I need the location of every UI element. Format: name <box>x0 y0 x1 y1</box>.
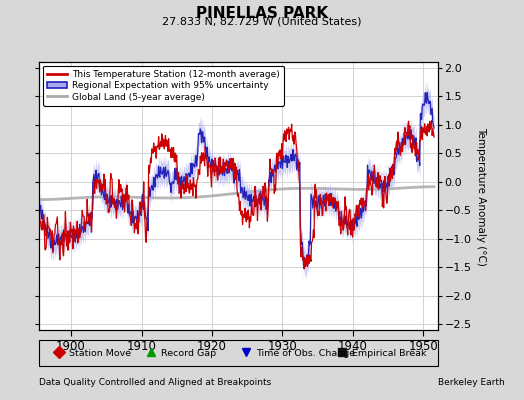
Text: Berkeley Earth: Berkeley Earth <box>438 378 504 387</box>
Legend: This Temperature Station (12-month average), Regional Expectation with 95% uncer: This Temperature Station (12-month avera… <box>43 66 284 106</box>
Text: 27.833 N, 82.729 W (United States): 27.833 N, 82.729 W (United States) <box>162 17 362 27</box>
Text: Station Move: Station Move <box>69 348 132 358</box>
Text: PINELLAS PARK: PINELLAS PARK <box>196 6 328 21</box>
Y-axis label: Temperature Anomaly (°C): Temperature Anomaly (°C) <box>476 126 486 266</box>
Text: Time of Obs. Change: Time of Obs. Change <box>256 348 355 358</box>
Text: Empirical Break: Empirical Break <box>352 348 427 358</box>
Text: Data Quality Controlled and Aligned at Breakpoints: Data Quality Controlled and Aligned at B… <box>39 378 271 387</box>
Text: Record Gap: Record Gap <box>161 348 216 358</box>
